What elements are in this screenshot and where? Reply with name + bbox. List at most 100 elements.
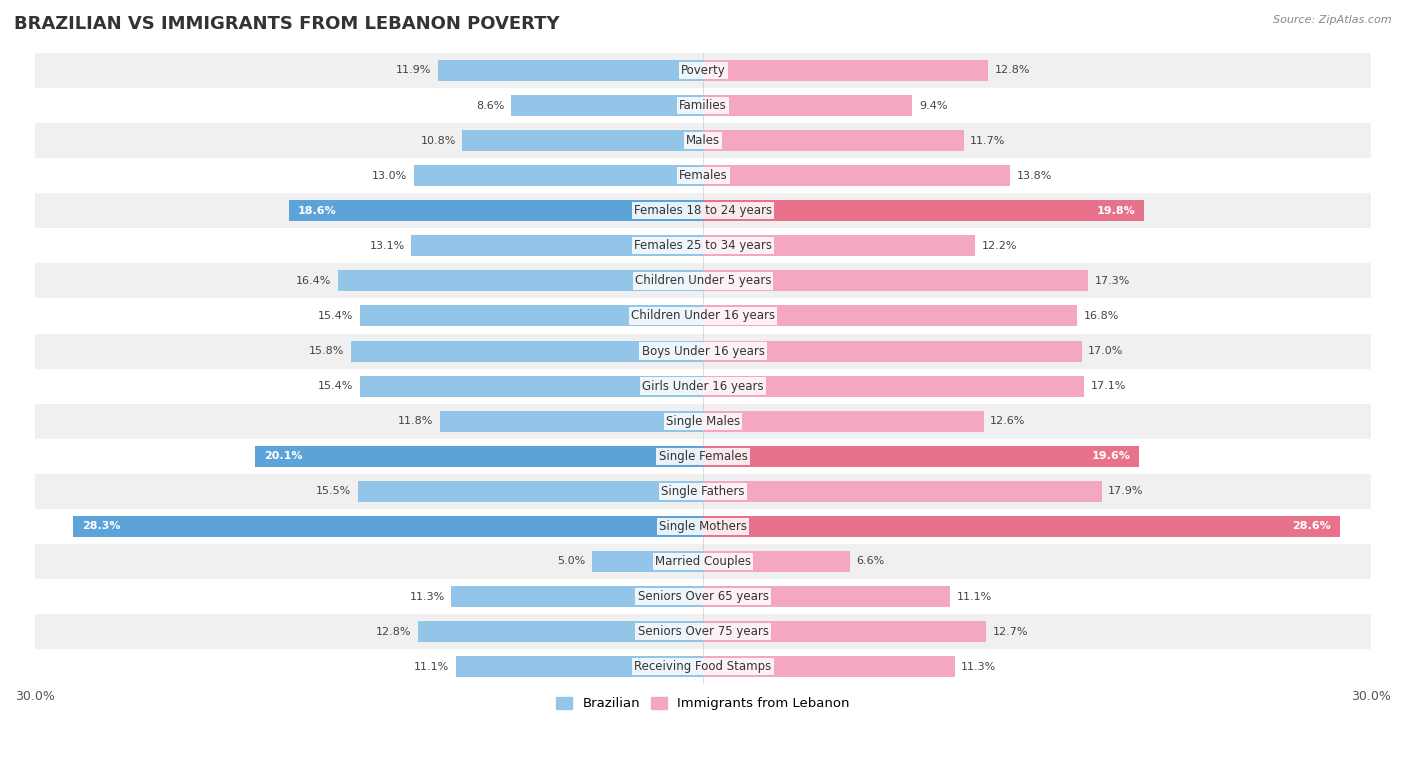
Text: Females 25 to 34 years: Females 25 to 34 years bbox=[634, 240, 772, 252]
Text: Single Females: Single Females bbox=[658, 449, 748, 463]
Bar bbox=[703, 446, 1139, 467]
Text: Single Males: Single Males bbox=[666, 415, 740, 428]
Text: 12.6%: 12.6% bbox=[990, 416, 1025, 426]
Text: 10.8%: 10.8% bbox=[420, 136, 456, 146]
Bar bbox=[35, 544, 1371, 579]
Text: 15.4%: 15.4% bbox=[318, 381, 353, 391]
Text: Females 18 to 24 years: Females 18 to 24 years bbox=[634, 204, 772, 218]
Bar bbox=[703, 130, 963, 151]
Text: 16.4%: 16.4% bbox=[295, 276, 330, 286]
Bar bbox=[703, 516, 1340, 537]
Text: 11.1%: 11.1% bbox=[413, 662, 449, 672]
Bar bbox=[35, 334, 1371, 368]
Text: 9.4%: 9.4% bbox=[920, 101, 948, 111]
Text: Males: Males bbox=[686, 134, 720, 147]
Bar bbox=[703, 621, 986, 642]
Bar bbox=[703, 165, 1011, 186]
Text: 11.7%: 11.7% bbox=[970, 136, 1005, 146]
Bar bbox=[35, 123, 1371, 158]
Text: Seniors Over 75 years: Seniors Over 75 years bbox=[637, 625, 769, 638]
Text: BRAZILIAN VS IMMIGRANTS FROM LEBANON POVERTY: BRAZILIAN VS IMMIGRANTS FROM LEBANON POV… bbox=[14, 15, 560, 33]
Bar bbox=[703, 481, 1102, 502]
Text: 13.8%: 13.8% bbox=[1017, 171, 1052, 180]
Text: 11.3%: 11.3% bbox=[409, 591, 444, 602]
Bar bbox=[35, 53, 1371, 88]
Legend: Brazilian, Immigrants from Lebanon: Brazilian, Immigrants from Lebanon bbox=[551, 691, 855, 716]
Text: 12.7%: 12.7% bbox=[993, 627, 1028, 637]
Text: 17.9%: 17.9% bbox=[1108, 487, 1144, 496]
Text: Families: Families bbox=[679, 99, 727, 112]
Bar bbox=[288, 200, 703, 221]
Bar bbox=[35, 228, 1371, 263]
Text: 11.3%: 11.3% bbox=[962, 662, 997, 672]
Text: 12.8%: 12.8% bbox=[375, 627, 412, 637]
Bar bbox=[359, 481, 703, 502]
Text: 16.8%: 16.8% bbox=[1084, 311, 1119, 321]
Text: 8.6%: 8.6% bbox=[477, 101, 505, 111]
Bar bbox=[35, 299, 1371, 334]
Bar bbox=[35, 439, 1371, 474]
Text: 15.4%: 15.4% bbox=[318, 311, 353, 321]
Text: 17.1%: 17.1% bbox=[1091, 381, 1126, 391]
Bar bbox=[703, 235, 974, 256]
Bar bbox=[703, 551, 851, 572]
Text: Children Under 16 years: Children Under 16 years bbox=[631, 309, 775, 322]
Bar bbox=[592, 551, 703, 572]
Bar bbox=[703, 95, 912, 116]
Text: Single Fathers: Single Fathers bbox=[661, 485, 745, 498]
Text: Girls Under 16 years: Girls Under 16 years bbox=[643, 380, 763, 393]
Text: Seniors Over 65 years: Seniors Over 65 years bbox=[637, 590, 769, 603]
Text: 6.6%: 6.6% bbox=[856, 556, 884, 566]
Bar bbox=[352, 340, 703, 362]
Text: 12.8%: 12.8% bbox=[994, 65, 1031, 76]
Bar bbox=[337, 271, 703, 291]
Bar bbox=[703, 200, 1144, 221]
Text: Receiving Food Stamps: Receiving Food Stamps bbox=[634, 660, 772, 673]
Bar bbox=[703, 586, 950, 607]
Text: 20.1%: 20.1% bbox=[264, 451, 302, 462]
Text: 19.6%: 19.6% bbox=[1091, 451, 1130, 462]
Bar bbox=[360, 376, 703, 396]
Text: 28.6%: 28.6% bbox=[1292, 522, 1331, 531]
Text: 13.1%: 13.1% bbox=[370, 241, 405, 251]
Bar bbox=[35, 263, 1371, 299]
Bar bbox=[703, 60, 988, 81]
Text: 12.2%: 12.2% bbox=[981, 241, 1017, 251]
Bar bbox=[35, 509, 1371, 544]
Text: Source: ZipAtlas.com: Source: ZipAtlas.com bbox=[1274, 15, 1392, 25]
Text: Children Under 5 years: Children Under 5 years bbox=[634, 274, 772, 287]
Text: 13.0%: 13.0% bbox=[371, 171, 406, 180]
Bar bbox=[703, 271, 1088, 291]
Bar bbox=[413, 165, 703, 186]
Text: 17.3%: 17.3% bbox=[1095, 276, 1130, 286]
Bar bbox=[35, 649, 1371, 684]
Bar bbox=[440, 411, 703, 432]
Text: Single Mothers: Single Mothers bbox=[659, 520, 747, 533]
Bar bbox=[418, 621, 703, 642]
Bar bbox=[703, 656, 955, 677]
Bar bbox=[412, 235, 703, 256]
Text: 17.0%: 17.0% bbox=[1088, 346, 1123, 356]
Bar bbox=[35, 368, 1371, 404]
Bar bbox=[463, 130, 703, 151]
Bar bbox=[73, 516, 703, 537]
Text: Poverty: Poverty bbox=[681, 64, 725, 77]
Text: Females: Females bbox=[679, 169, 727, 182]
Bar bbox=[703, 376, 1084, 396]
Text: 18.6%: 18.6% bbox=[298, 205, 336, 216]
Bar bbox=[451, 586, 703, 607]
Text: 11.1%: 11.1% bbox=[957, 591, 993, 602]
Bar bbox=[35, 158, 1371, 193]
Bar bbox=[703, 305, 1077, 327]
Text: 15.5%: 15.5% bbox=[316, 487, 352, 496]
Text: Boys Under 16 years: Boys Under 16 years bbox=[641, 345, 765, 358]
Text: 28.3%: 28.3% bbox=[82, 522, 120, 531]
Text: 11.8%: 11.8% bbox=[398, 416, 433, 426]
Bar bbox=[456, 656, 703, 677]
Text: 15.8%: 15.8% bbox=[309, 346, 344, 356]
Bar bbox=[35, 404, 1371, 439]
Text: Married Couples: Married Couples bbox=[655, 555, 751, 568]
Bar bbox=[439, 60, 703, 81]
Bar bbox=[703, 411, 984, 432]
Bar bbox=[35, 88, 1371, 123]
